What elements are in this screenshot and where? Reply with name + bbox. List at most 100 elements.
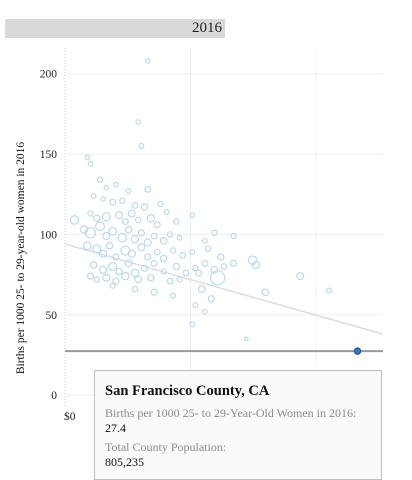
data-point[interactable]	[210, 265, 219, 274]
data-point[interactable]	[109, 282, 116, 289]
data-point[interactable]	[84, 154, 91, 161]
data-point[interactable]	[96, 176, 104, 183]
data-point[interactable]	[182, 269, 190, 277]
data-point[interactable]	[144, 58, 151, 64]
data-point[interactable]	[261, 288, 270, 297]
data-point[interactable]	[125, 188, 132, 195]
data-point[interactable]	[163, 208, 170, 215]
data-point[interactable]	[251, 260, 260, 270]
data-point[interactable]	[124, 225, 133, 234]
data-point[interactable]	[153, 248, 161, 256]
data-point[interactable]	[172, 262, 181, 271]
data-point[interactable]	[122, 218, 129, 225]
data-point[interactable]	[113, 181, 119, 188]
data-point[interactable]	[192, 264, 199, 272]
data-point[interactable]	[84, 227, 97, 239]
data-point[interactable]	[176, 276, 183, 283]
data-point[interactable]	[87, 160, 94, 167]
data-point[interactable]	[202, 308, 208, 315]
data-point[interactable]	[69, 215, 80, 225]
data-point[interactable]	[90, 192, 97, 199]
data-point[interactable]	[189, 321, 196, 328]
data-point[interactable]	[124, 259, 133, 268]
data-point[interactable]	[121, 272, 130, 281]
data-point[interactable]	[144, 186, 152, 193]
data-point[interactable]	[179, 251, 187, 259]
data-point[interactable]	[153, 221, 161, 229]
data-point[interactable]	[102, 231, 111, 241]
data-point[interactable]	[89, 261, 98, 269]
data-point[interactable]	[189, 249, 196, 256]
data-point[interactable]	[109, 198, 117, 206]
data-point[interactable]	[127, 209, 136, 218]
highlight-point[interactable]	[353, 347, 362, 355]
data-point[interactable]	[117, 232, 128, 243]
data-point[interactable]	[137, 229, 145, 237]
data-point[interactable]	[207, 295, 215, 303]
data-point[interactable]	[108, 226, 118, 236]
data-point[interactable]	[135, 119, 141, 125]
data-point[interactable]	[131, 285, 139, 293]
data-point[interactable]	[159, 237, 168, 245]
data-point[interactable]	[130, 268, 140, 278]
data-point[interactable]	[100, 196, 106, 202]
data-point[interactable]	[103, 185, 110, 191]
data-point[interactable]	[159, 254, 168, 263]
data-point[interactable]	[176, 234, 183, 241]
data-point[interactable]	[93, 214, 101, 223]
data-point[interactable]	[201, 259, 209, 267]
data-point[interactable]	[166, 277, 174, 285]
data-point[interactable]	[296, 272, 305, 281]
data-point[interactable]	[86, 272, 95, 280]
data-point[interactable]	[210, 270, 226, 286]
data-point[interactable]	[169, 247, 177, 254]
data-point[interactable]	[243, 336, 249, 342]
data-point[interactable]	[138, 142, 145, 150]
data-point[interactable]	[137, 243, 146, 252]
data-point[interactable]	[108, 261, 118, 272]
data-point[interactable]	[112, 277, 120, 285]
data-point[interactable]	[160, 268, 167, 275]
data-point[interactable]	[150, 288, 158, 296]
data-point[interactable]	[119, 197, 126, 204]
data-point[interactable]	[134, 275, 142, 284]
data-point[interactable]	[325, 287, 332, 294]
data-point[interactable]	[220, 263, 228, 270]
data-point[interactable]	[217, 253, 225, 261]
data-point[interactable]	[204, 245, 212, 253]
data-point[interactable]	[189, 212, 196, 218]
data-point[interactable]	[194, 269, 203, 277]
data-point[interactable]	[79, 225, 89, 234]
data-point[interactable]	[115, 267, 123, 276]
data-point[interactable]	[140, 203, 149, 211]
data-point[interactable]	[197, 285, 206, 294]
data-point[interactable]	[170, 292, 177, 299]
data-point[interactable]	[114, 211, 124, 220]
data-point[interactable]	[130, 235, 140, 244]
data-point[interactable]	[105, 241, 114, 250]
data-point[interactable]	[112, 253, 120, 261]
data-point[interactable]	[150, 232, 158, 240]
data-point[interactable]	[229, 259, 238, 267]
data-point[interactable]	[99, 249, 108, 258]
data-point[interactable]	[146, 214, 156, 223]
data-point[interactable]	[192, 302, 199, 309]
data-point[interactable]	[230, 232, 237, 240]
data-point[interactable]	[102, 273, 111, 282]
data-point[interactable]	[211, 229, 218, 237]
data-point[interactable]	[140, 264, 149, 272]
data-point[interactable]	[150, 259, 158, 267]
data-point[interactable]	[201, 237, 208, 244]
data-point[interactable]	[131, 202, 139, 209]
data-point[interactable]	[92, 244, 102, 254]
data-point[interactable]	[134, 216, 142, 224]
data-point[interactable]	[173, 218, 180, 225]
data-point[interactable]	[94, 221, 105, 232]
data-point[interactable]	[147, 274, 155, 282]
data-point[interactable]	[157, 200, 164, 207]
data-point[interactable]	[166, 231, 174, 238]
data-point[interactable]	[144, 253, 152, 261]
data-point[interactable]	[93, 276, 101, 283]
data-point[interactable]	[98, 265, 108, 274]
data-point[interactable]	[127, 249, 136, 258]
